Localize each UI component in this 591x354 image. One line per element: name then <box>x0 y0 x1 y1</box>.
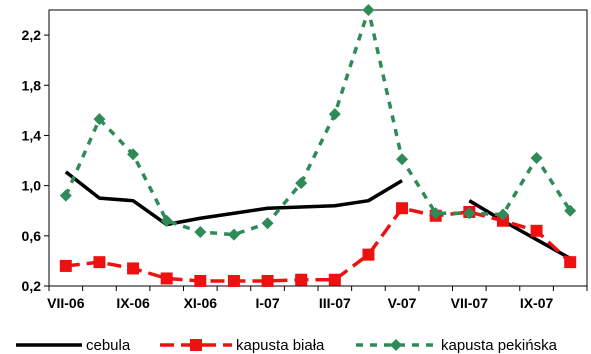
series-kapusta-pekińska <box>59 4 577 241</box>
y-tick-label: 0,6 <box>22 228 42 244</box>
x-tick-label: V-07 <box>388 295 417 311</box>
series-kapusta-biała <box>59 202 577 287</box>
y-tick-label: 1,0 <box>22 178 42 194</box>
data-point <box>127 262 140 275</box>
data-point <box>160 272 173 285</box>
plot-area <box>48 9 588 287</box>
legend-marker <box>190 339 202 351</box>
legend: cebula kapusta biała kapusta pekińska <box>16 337 558 354</box>
data-point <box>261 274 274 287</box>
data-point <box>93 256 106 269</box>
series-layer <box>59 4 577 287</box>
series-cebula <box>64 170 572 260</box>
legend-marker <box>390 339 402 351</box>
legend-label: kapusta biała <box>236 337 325 354</box>
data-point <box>463 207 476 220</box>
data-point <box>530 152 543 165</box>
y-axis: 0,2 0,6 1,0 1,4 1,8 2,2 <box>22 27 49 294</box>
series-line <box>65 206 572 283</box>
plot-frame <box>48 9 588 287</box>
y-tick-label: 0,2 <box>22 278 42 294</box>
data-point <box>295 177 308 190</box>
data-point <box>59 189 72 202</box>
data-point <box>59 259 72 272</box>
legend-label: kapusta pekińska <box>441 337 558 354</box>
data-point <box>396 153 409 166</box>
data-point <box>328 108 341 121</box>
x-tick-label: XI-06 <box>184 295 218 311</box>
data-point <box>328 273 341 286</box>
data-point <box>261 217 274 230</box>
data-point <box>362 4 375 16</box>
legend-item: kapusta biała <box>160 337 325 354</box>
data-point <box>530 224 543 237</box>
data-point <box>564 204 577 217</box>
legend-item: kapusta pekińska <box>356 337 558 354</box>
x-tick-label: VII-06 <box>47 295 85 311</box>
data-point <box>160 214 173 227</box>
x-tick-label: III-07 <box>319 295 351 311</box>
x-tick-label: VII-07 <box>451 295 489 311</box>
x-tick-label: IX-06 <box>116 295 150 311</box>
x-tick-label: IX-07 <box>520 295 554 311</box>
data-point <box>295 273 308 286</box>
series-line <box>64 8 572 237</box>
data-point <box>227 228 240 241</box>
series-line <box>64 170 572 260</box>
legend-label: cebula <box>86 337 131 354</box>
data-point <box>396 202 409 215</box>
legend-item: cebula <box>16 337 131 354</box>
data-point <box>194 274 207 287</box>
y-tick-label: 2,2 <box>22 27 42 43</box>
data-point <box>227 274 240 287</box>
data-point <box>496 208 509 221</box>
y-tick-label: 1,4 <box>22 127 42 143</box>
data-point <box>429 207 442 220</box>
x-axis: VII-06 IX-06 XI-06 I-07 III-07 V-07 VII-07 IX-0… <box>47 286 588 311</box>
y-tick-label: 1,8 <box>22 77 42 93</box>
data-point <box>362 248 375 261</box>
data-point <box>194 226 207 239</box>
data-point <box>93 113 106 126</box>
data-point <box>496 214 509 227</box>
data-point <box>127 148 140 161</box>
x-tick-label: I-07 <box>256 295 280 311</box>
data-point <box>564 256 577 269</box>
